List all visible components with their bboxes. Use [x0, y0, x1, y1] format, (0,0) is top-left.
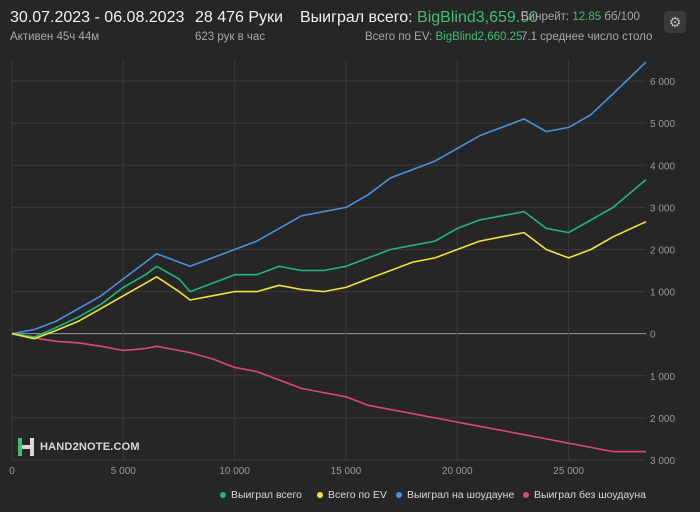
y-tick-label: 3 000	[650, 456, 675, 467]
x-tick-label: 5 000	[111, 466, 136, 477]
y-tick-label: 2 000	[650, 245, 675, 256]
y-tick-label: 0	[650, 330, 656, 341]
series-nonshowdown-line	[11, 332, 646, 453]
y-tick-label: 1 000	[650, 372, 675, 383]
y-tick-label: 4 000	[650, 161, 675, 172]
x-tick-label: 25 000	[553, 466, 584, 477]
x-tick-label: 10 000	[219, 466, 250, 477]
legend-marker	[220, 492, 226, 498]
hand2note-watermark: HAND2NOTE.COM	[18, 438, 140, 456]
legend-label: Всего по EV	[328, 489, 387, 501]
total-ev-label: Всего по EV:	[365, 31, 433, 43]
settings-button[interactable]: ⚙	[664, 11, 686, 33]
winrate-unit: бб/100	[604, 11, 640, 23]
y-tick-label: 5 000	[650, 119, 675, 130]
y-tick-label: 3 000	[650, 203, 675, 214]
winrate-label: Винрейт:	[521, 11, 570, 23]
legend-label: Выиграл без шоудауна	[534, 489, 646, 501]
series-total-line	[11, 178, 647, 338]
total-ev: Всего по EV: BigBlind2,660.25	[365, 31, 522, 43]
active-time: Активен 45ч 44м	[10, 31, 100, 43]
x-tick-label: 15 000	[331, 466, 362, 477]
winrate: Винрейт: 12.85 бб/100	[521, 11, 640, 23]
legend-marker	[396, 492, 402, 498]
chart-legend: Выиграл всего Всего по EV Выиграл на шоу…	[0, 489, 700, 505]
x-tick-label: 20 000	[442, 466, 473, 477]
legend-label: Выиграл на шоудауне	[407, 489, 515, 501]
graph-chart: 6 000 5 000 4 000 3 000 2 000 1 000 0 1 000 2 00…	[9, 60, 675, 477]
y-tick-label: 1 000	[650, 288, 675, 299]
legend-item-total[interactable]: Выиграл всего	[220, 489, 302, 501]
series-ev-line	[11, 220, 647, 340]
x-tick-label: 0	[9, 466, 15, 477]
total-won-label: Выиграл всего:	[300, 9, 413, 26]
legend-label: Выиграл всего	[231, 489, 302, 501]
series-showdown-line	[11, 61, 647, 335]
date-range: 30.07.2023 - 06.08.2023	[10, 9, 185, 26]
gear-icon: ⚙	[668, 13, 682, 30]
hands-per-hour: 623 рук в час	[195, 31, 266, 43]
hands-count: 28 476 Руки	[195, 9, 283, 26]
total-won-value: BigBlind3,659.50	[417, 9, 539, 26]
total-ev-value: BigBlind2,660.25	[435, 31, 523, 43]
legend-marker	[317, 492, 323, 498]
winrate-value: 12.85	[572, 11, 602, 23]
legend-item-ev[interactable]: Всего по EV	[317, 489, 387, 501]
y-tick-label: 6 000	[650, 77, 675, 88]
legend-item-showdown[interactable]: Выиграл на шоудауне	[396, 489, 514, 501]
y-tick-label: 2 000	[650, 414, 675, 425]
hand2note-logo-icon	[18, 438, 34, 456]
legend-marker	[523, 492, 529, 498]
legend-item-nonshowdown[interactable]: Выиграл без шоудауна	[523, 489, 646, 501]
watermark-text: HAND2NOTE.COM	[40, 441, 140, 453]
header: 30.07.2023 - 06.08.2023 Активен 45ч 44м …	[0, 0, 700, 52]
avg-tables: 7.1 среднее число столов	[521, 31, 652, 43]
total-won: Выиграл всего: BigBlind3,659.50	[300, 9, 538, 27]
